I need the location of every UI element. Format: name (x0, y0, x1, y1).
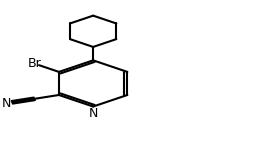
Text: Br: Br (28, 57, 41, 70)
Text: N: N (88, 107, 98, 121)
Text: N: N (1, 97, 11, 110)
